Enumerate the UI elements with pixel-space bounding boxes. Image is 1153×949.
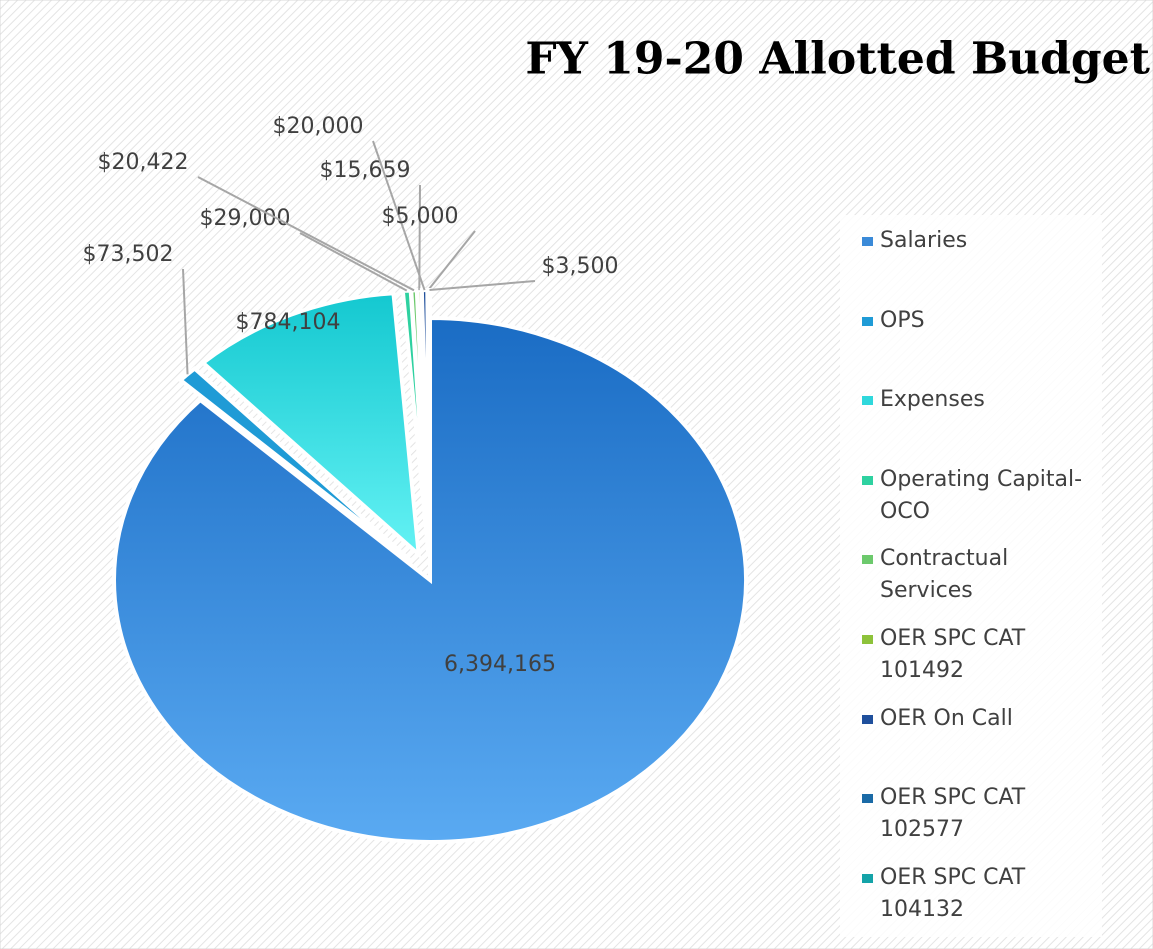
data-label: $73,502 (83, 242, 174, 267)
leader-line (429, 280, 536, 291)
legend-item: OER On Call (862, 703, 1095, 735)
pie-slice (177, 365, 412, 562)
legend-label: OPS (880, 307, 925, 333)
leader-line (299, 232, 408, 292)
legend-swatch (862, 794, 873, 804)
legend-item: Contractual Services (862, 543, 1095, 607)
data-label: $784,104 (236, 310, 341, 335)
legend-swatch (862, 237, 873, 246)
data-label: $20,000 (273, 114, 364, 139)
legend-item: OER SPC CAT 102577 (862, 782, 1095, 846)
legend-item: OPS (862, 305, 1095, 337)
pie-slice (427, 287, 432, 553)
legend-swatch (862, 714, 873, 724)
data-label: 6,394,165 (444, 652, 556, 677)
legend-label: OER On Call (880, 705, 1013, 731)
legend-label: OER SPC CAT 104132 (880, 864, 1026, 922)
data-label: $5,000 (382, 204, 459, 229)
legend-label: OER SPC CAT 101492 (880, 626, 1026, 683)
legend-item: OER SPC CAT 104132 (862, 862, 1095, 926)
pie-slice (112, 315, 748, 844)
leader-line (372, 140, 426, 291)
legend-item: Salaries (862, 225, 1095, 257)
leader-line (427, 230, 476, 291)
legend-item: Expenses (862, 384, 1095, 416)
legend-label: Salaries (880, 228, 968, 253)
data-label: $3,500 (542, 254, 619, 279)
data-label: $15,659 (320, 158, 411, 183)
legend-swatch (862, 555, 873, 565)
leader-line (182, 268, 189, 375)
legend-label: Expenses (880, 387, 985, 413)
legend-swatch (862, 873, 873, 883)
legend-label: Operating Capital- OCO (880, 466, 1083, 524)
legend-swatch (862, 396, 873, 406)
legend-item: OER SPC CAT 101492 (862, 623, 1095, 687)
legend-label: OER SPC CAT 102577 (880, 785, 1026, 843)
chart-title: FY 19-20 Allotted Budget (525, 34, 1150, 85)
legend-label: Contractual Services (880, 546, 1009, 604)
pie-slice (199, 291, 422, 560)
legend: Salaries OPS Expenses Operating Capital- OC… (840, 215, 1102, 937)
leader-line (197, 176, 415, 292)
legend-swatch (862, 475, 873, 485)
legend-swatch (862, 316, 873, 326)
legend-item: Operating Capital- OCO (862, 464, 1095, 528)
legend-swatch (862, 635, 873, 644)
data-label: $20,422 (98, 150, 189, 175)
